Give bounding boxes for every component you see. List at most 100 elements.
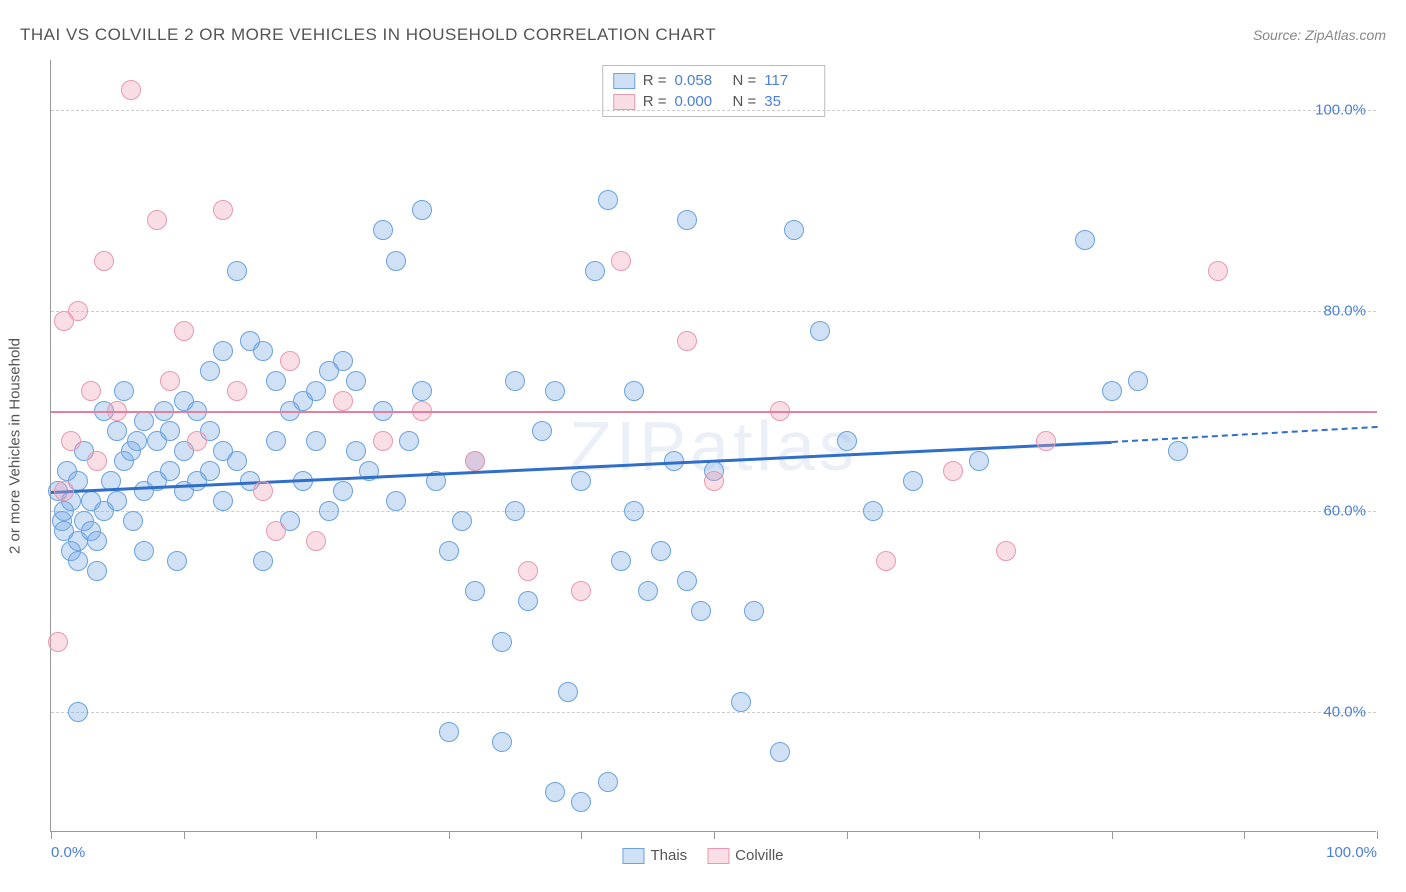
data-point [876, 551, 896, 571]
data-point [532, 421, 552, 441]
data-point [465, 451, 485, 471]
data-point [399, 431, 419, 451]
data-point [598, 190, 618, 210]
data-point [571, 792, 591, 812]
n-label: N = [733, 93, 757, 110]
data-point [200, 461, 220, 481]
data-point [412, 200, 432, 220]
x-tick-label: 0.0% [51, 844, 85, 861]
n-label: N = [733, 72, 757, 89]
plot-area: ZIPatlas R =0.058N =117R =0.000N =35 40.… [50, 60, 1376, 832]
legend-stat-row: R =0.058N =117 [613, 70, 815, 91]
x-tick [979, 831, 980, 839]
legend-item: Colville [707, 847, 783, 864]
data-point [167, 551, 187, 571]
data-point [319, 501, 339, 521]
data-point [518, 561, 538, 581]
data-point [134, 411, 154, 431]
legend-stat-row: R = 0.000 N = 35 [613, 91, 815, 112]
data-point [333, 481, 353, 501]
data-point [107, 491, 127, 511]
data-point [266, 521, 286, 541]
data-point [114, 381, 134, 401]
data-point [770, 742, 790, 762]
grid-line [51, 311, 1376, 312]
data-point [691, 601, 711, 621]
legend-series: Thais Colville [622, 847, 783, 864]
data-point [174, 321, 194, 341]
data-point [1168, 441, 1188, 461]
data-point [160, 461, 180, 481]
x-tick [184, 831, 185, 839]
grid-line [51, 110, 1376, 111]
y-tick-label: 80.0% [1323, 302, 1366, 319]
x-tick [581, 831, 582, 839]
n-value: 35 [764, 93, 814, 110]
n-value: 117 [764, 72, 814, 89]
data-point [213, 200, 233, 220]
y-tick-label: 100.0% [1315, 102, 1366, 119]
data-point [611, 251, 631, 271]
data-point [439, 722, 459, 742]
data-point [187, 431, 207, 451]
x-tick [714, 831, 715, 839]
data-point [863, 501, 883, 521]
data-point [638, 581, 658, 601]
legend-item: Thais [622, 847, 687, 864]
data-point [266, 431, 286, 451]
chart-title: THAI VS COLVILLE 2 OR MORE VEHICLES IN H… [20, 25, 716, 45]
data-point [903, 471, 923, 491]
data-point [731, 692, 751, 712]
data-point [306, 531, 326, 551]
data-point [386, 251, 406, 271]
data-point [585, 261, 605, 281]
r-value: 0.000 [675, 93, 725, 110]
data-point [545, 381, 565, 401]
data-point [677, 331, 697, 351]
trend-line [51, 411, 1377, 413]
x-tick [449, 831, 450, 839]
legend-swatch [707, 848, 729, 864]
data-point [48, 632, 68, 652]
r-label: R = [643, 72, 667, 89]
data-point [61, 431, 81, 451]
r-label: R = [643, 93, 667, 110]
data-point [545, 782, 565, 802]
data-point [87, 561, 107, 581]
data-point [784, 220, 804, 240]
data-point [969, 451, 989, 471]
data-point [54, 481, 74, 501]
y-axis-label: 2 or more Vehicles in Household [7, 338, 24, 554]
data-point [306, 431, 326, 451]
data-point [306, 381, 326, 401]
data-point [1208, 261, 1228, 281]
data-point [704, 471, 724, 491]
x-tick-label: 100.0% [1326, 844, 1377, 861]
data-point [121, 80, 141, 100]
x-tick [316, 831, 317, 839]
data-point [107, 421, 127, 441]
x-tick [1377, 831, 1378, 839]
data-point [134, 541, 154, 561]
data-point [465, 581, 485, 601]
data-point [518, 591, 538, 611]
data-point [651, 541, 671, 561]
legend-swatch [622, 848, 644, 864]
data-point [492, 632, 512, 652]
data-point [571, 471, 591, 491]
data-point [81, 381, 101, 401]
legend-label: Colville [735, 847, 783, 864]
data-point [996, 541, 1016, 561]
data-point [123, 511, 143, 531]
grid-line [51, 712, 1376, 713]
legend-label: Thais [650, 847, 687, 864]
data-point [253, 341, 273, 361]
data-point [333, 391, 353, 411]
data-point [412, 381, 432, 401]
data-point [200, 361, 220, 381]
data-point [810, 321, 830, 341]
data-point [505, 501, 525, 521]
x-tick [51, 831, 52, 839]
data-point [94, 251, 114, 271]
data-point [1128, 371, 1148, 391]
